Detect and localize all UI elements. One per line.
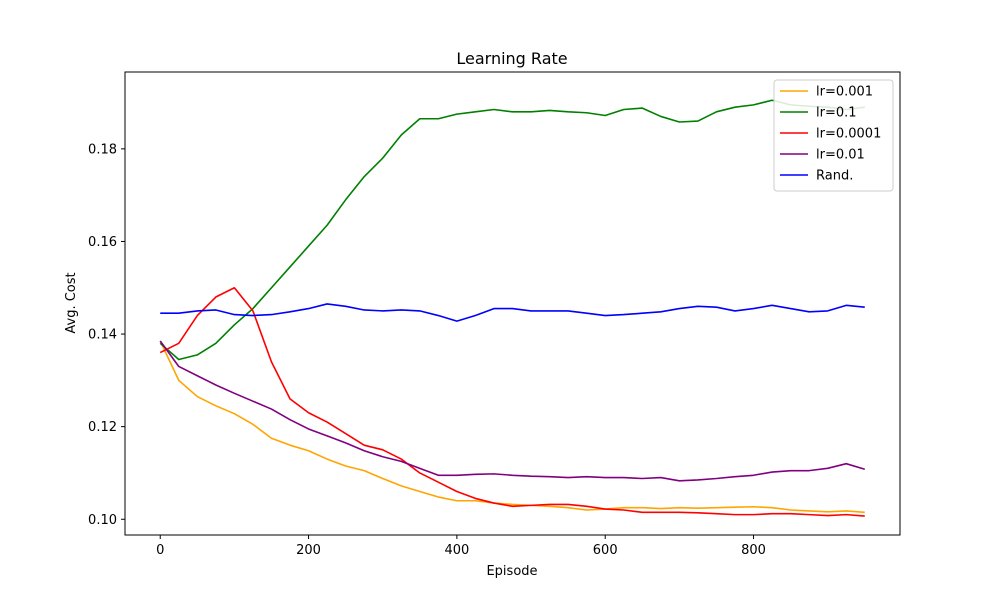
legend-label: lr=0.01 xyxy=(816,148,865,163)
x-tick-label: 200 xyxy=(296,543,321,558)
x-tick-label: 0 xyxy=(156,543,164,558)
legend-label: lr=0.001 xyxy=(816,85,873,100)
x-tick-label: 600 xyxy=(593,543,618,558)
legend-label: Rand. xyxy=(816,169,853,184)
series-layer xyxy=(159,99,865,517)
y-tick-label: 0.10 xyxy=(88,513,117,528)
y-tick-label: 0.16 xyxy=(88,235,117,250)
plot-frame xyxy=(124,71,901,536)
legend-label: lr=0.1 xyxy=(816,106,857,121)
x-tick-label: 400 xyxy=(444,543,469,558)
x-axis: 0 200 400 600 800 xyxy=(156,535,766,558)
legend-label: lr=0.0001 xyxy=(816,127,881,142)
series-line-0 xyxy=(159,340,865,514)
series-line-3 xyxy=(159,340,865,482)
y-axis-label: Avg. Cost xyxy=(64,272,79,333)
chart-title: Learning Rate xyxy=(456,49,567,68)
y-axis: 0.10 0.12 0.14 0.16 0.18 xyxy=(88,142,125,528)
y-tick-label: 0.18 xyxy=(88,142,117,157)
y-tick-label: 0.14 xyxy=(88,328,117,343)
x-axis-label: Episode xyxy=(486,564,537,579)
series-line-2 xyxy=(159,286,865,517)
legend: lr=0.001 lr=0.1 lr=0.0001 lr=0.01 Rand. xyxy=(773,79,894,192)
legend-box xyxy=(773,79,894,192)
series-line-4 xyxy=(160,303,865,322)
y-tick-label: 0.12 xyxy=(88,420,117,435)
x-tick-label: 800 xyxy=(741,543,766,558)
series-line-1 xyxy=(159,99,865,361)
